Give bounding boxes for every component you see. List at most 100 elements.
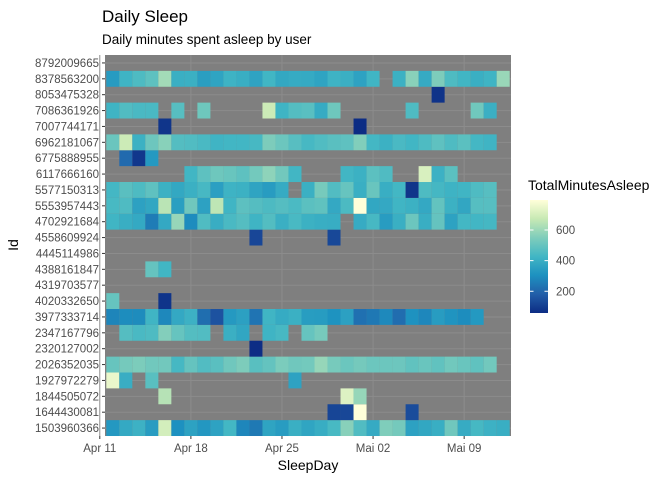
heatmap-tile [366,70,380,87]
heatmap-tile [327,420,341,437]
heatmap-tile [236,356,250,373]
heatmap-tile [275,420,289,437]
heatmap-tile [275,102,289,119]
heatmap-tile [262,356,276,373]
heatmap-tile [210,213,224,230]
heatmap-tile [210,197,224,214]
heatmap-tile [275,197,289,214]
heatmap-tile [392,182,406,198]
y-tick-label: 6775888955 [35,153,99,165]
heatmap-tile [132,420,146,437]
heatmap-tile [405,356,419,373]
heatmap-tile [236,213,250,230]
heatmap-tile [132,102,146,119]
heatmap-tile [249,166,263,183]
heatmap-tile [366,356,380,373]
heatmap-tile [340,309,354,325]
x-axis-title: SleepDay [278,457,339,473]
heatmap-tile [223,324,237,341]
heatmap-tile [262,197,276,214]
heatmap-tile [145,182,159,198]
heatmap-tile [392,134,406,151]
heatmap-tile [158,309,172,325]
heatmap-tile [470,102,484,119]
heatmap-tile [392,197,406,214]
heatmap-tile [457,420,471,437]
heatmap-tile [314,134,328,151]
heatmap-tile [353,420,367,437]
heatmap-tile [483,197,497,214]
heatmap-tile [418,213,432,230]
heatmap-tile [223,166,237,183]
heatmap-tile [288,197,302,214]
chart-title: Daily Sleep [102,7,188,26]
heatmap-tile [379,134,393,151]
heatmap-tile [431,70,445,87]
heatmap-tile [353,118,367,135]
heatmap-tile [457,197,471,214]
heatmap-tile [301,309,315,325]
heatmap-tile [379,213,393,230]
heatmap-tile [249,197,263,214]
heatmap-tile [158,182,172,198]
heatmap-tile [262,134,276,151]
heatmap-tile [444,166,458,183]
heatmap-tile [379,182,393,198]
heatmap-tile [340,134,354,151]
heatmap-tile [379,309,393,325]
heatmap-tile [366,182,380,198]
heatmap-tile [444,182,458,198]
heatmap-tile [327,213,341,230]
heatmap-tile [171,70,185,87]
heatmap-tile [327,102,341,119]
heatmap-tile [262,309,276,325]
x-axis: Apr 11 Apr 18 Apr 25 Mai 02 Mai 09 [83,436,481,455]
heatmap-tile [249,213,263,230]
heatmap-tile [418,420,432,437]
heatmap-tile [405,70,419,87]
heatmap-tile [236,182,250,198]
y-tick-label: 5577150313 [35,185,99,197]
heatmap-tile [392,420,406,437]
heatmap-tile [353,70,367,87]
heatmap-tile [262,70,276,87]
x-tick-label: Mai 02 [356,443,391,455]
y-axis: 1503960366 1644430081 1844505072 1927972279… [35,58,105,435]
y-tick-label: 7007744171 [35,121,99,133]
heatmap-tile [314,420,328,437]
y-tick-label: 2026352035 [35,360,99,372]
heatmap-tile [119,356,133,373]
heatmap-tiles [106,70,510,437]
heatmap-tile [197,166,211,183]
heatmap-tile [249,70,263,87]
heatmap-tile [145,420,159,437]
heatmap-tile [353,404,367,421]
y-tick-label: 6117666160 [36,169,99,181]
heatmap-tile [327,356,341,373]
heatmap-tile [301,70,315,87]
y-tick-label: 5553957443 [35,201,99,213]
heatmap-tile [223,134,237,151]
heatmap-tile [418,70,432,87]
heatmap-tile [418,197,432,214]
heatmap-tile [119,420,133,437]
heatmap-tile [223,182,237,198]
y-axis-title: Id [5,239,21,251]
heatmap-tile [288,420,302,437]
heatmap-tile [301,182,315,198]
heatmap-tile [236,324,250,341]
legend-title: TotalMinutesAsleep [528,177,650,193]
y-tick-label: 8792009665 [35,58,99,70]
heatmap-tile [301,324,315,341]
heatmap-tile [158,197,172,214]
heatmap-tile [249,134,263,151]
heatmap-tile [171,324,185,341]
heatmap-tile [106,293,120,310]
heatmap-tile [405,404,419,421]
heatmap-tile [119,197,133,214]
legend: TotalMinutesAsleep 200 400 600 [528,177,650,313]
heatmap-tile [184,356,198,373]
heatmap-tile [145,197,159,214]
heatmap-tile [145,150,159,167]
heatmap-tile [184,420,198,437]
